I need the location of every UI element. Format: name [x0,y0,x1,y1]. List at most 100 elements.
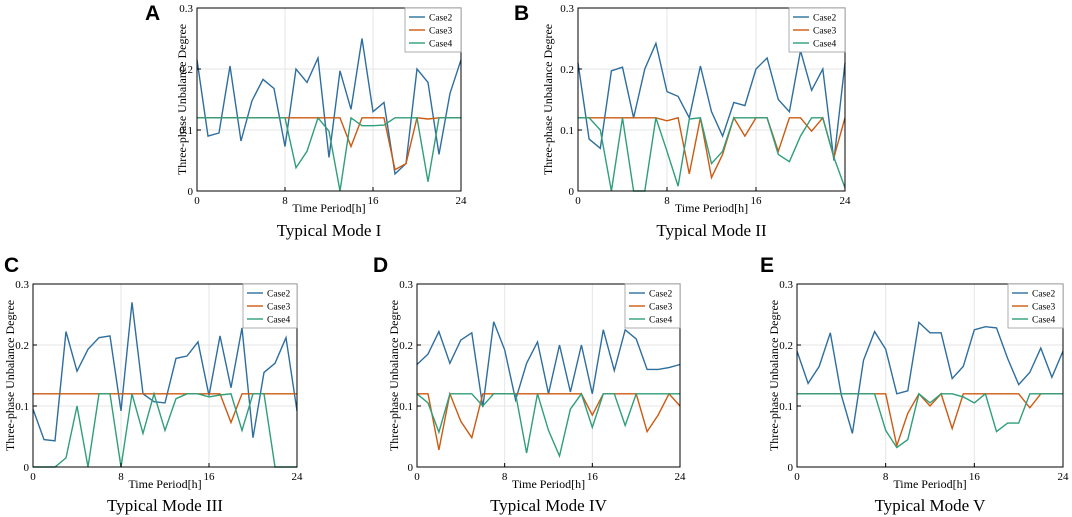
series-line-case4 [578,117,846,192]
x-axis-label: Time Period[h] [893,477,966,491]
panel-subtitle: Typical Mode IV [490,496,608,515]
x-tick-label: 16 [368,195,380,207]
series-line-case2 [32,302,298,442]
panel-letter: B [514,2,529,25]
legend: Case2 Case3 Case4 [788,7,846,53]
y-axis-label: Three-phase Unbalance Degree [541,24,555,175]
y-axis-label: Three-phase Unbalance Degree [767,300,781,451]
x-tick-label: 0 [794,471,800,483]
x-tick-label: 16 [969,471,981,483]
legend-label-case4: Case4 [1032,316,1055,326]
legend-label-case2: Case2 [813,14,836,24]
y-tick-label: 0.3 [399,279,413,291]
legend-label-case3: Case3 [267,303,290,313]
legend-label-case3: Case3 [813,27,836,37]
panel-letter: D [373,254,388,277]
y-tick-label: 0.2 [15,340,29,352]
chart-panel-c: 0 0.1 0.2 0.3 0 8 16 24 Time Period[h] Three-phas… [3,254,303,515]
y-tick-label: 0.3 [15,279,29,291]
series-line-case2 [796,320,1064,434]
x-tick-label: 0 [414,471,420,483]
legend: Case2 Case3 Case4 [1007,283,1064,329]
series-line-case2 [196,38,462,176]
legend-box [404,7,462,53]
x-tick-label: 24 [675,471,687,483]
plot-frame [796,283,1064,468]
legend-label-case3: Case3 [1032,303,1055,313]
y-axis-label: Three-phase Unbalance Degree [3,300,17,451]
legend: Case2 Case3 Case4 [404,7,462,53]
x-tick-label: 24 [840,195,852,207]
series-line-case3 [797,392,1063,449]
legend-label-case4: Case4 [429,40,452,50]
x-tick-label: 16 [204,471,216,483]
x-tick-label: 0 [30,471,36,483]
y-tick-label: 0.2 [779,340,793,352]
series-line-case3 [417,391,681,451]
y-tick-label: 0.2 [179,64,193,76]
legend-label-case2: Case2 [1032,290,1055,300]
legend: Case2 Case3 Case4 [624,283,681,329]
y-tick-label: 0.3 [779,279,793,291]
x-tick-label: 0 [575,195,581,207]
panel-letter: E [760,254,774,277]
legend-label-case4: Case4 [267,316,290,326]
y-tick-label: 0.2 [560,64,574,76]
x-tick-label: 8 [282,195,288,207]
x-tick-label: 8 [502,471,508,483]
x-tick-label: 8 [664,195,670,207]
chart-panel-b: 0 0.1 0.2 0.3 0 8 16 24 Time Period[h] Three-phas… [514,2,851,240]
chart-panel-e: 0 0.1 0.2 0.3 0 8 16 24 Time Period[h] Three-phas… [760,254,1069,515]
chart-panel-d: 0 0.1 0.2 0.3 0 8 16 24 Time Period[h] Three-phas… [373,254,686,515]
legend-label-case4: Case4 [813,40,836,50]
panel-letter: A [145,2,160,25]
plot-frame [416,283,681,468]
y-tick-label: 0 [788,462,794,474]
y-tick-label: 0.1 [15,401,29,413]
legend-label-case3: Case3 [429,27,452,37]
y-tick-label: 0 [24,462,30,474]
y-tick-label: 0 [188,186,194,198]
x-axis-label: Time Period[h] [128,477,201,491]
x-tick-label: 24 [1058,471,1070,483]
y-tick-label: 0.1 [399,401,413,413]
panel-subtitle: Typical Mode I [277,221,382,240]
panel-subtitle: Typical Mode II [656,221,767,240]
y-tick-label: 0 [569,186,575,198]
y-tick-label: 0.3 [179,3,193,15]
y-tick-label: 0.1 [179,125,193,137]
y-axis-label: Three-phase Unbalance Degree [175,24,189,175]
legend-label-case2: Case2 [429,14,452,24]
y-tick-label: 0 [408,462,414,474]
chart-panel-a: 0 0.1 0.2 0.3 0 8 16 24 Time Period[h] Three-phas… [145,2,467,240]
y-tick-label: 0.2 [399,340,413,352]
legend-label-case2: Case2 [267,290,290,300]
y-axis-label: Three-phase Unbalance Degree [387,300,401,451]
x-axis-label: Time Period[h] [512,477,585,491]
plot-frame [196,7,462,192]
plot-frame [577,7,846,192]
y-tick-label: 0.1 [560,125,574,137]
legend: Case2 Case3 Case4 [242,283,298,329]
panel-subtitle: Typical Mode III [107,496,223,515]
legend-label-case2: Case2 [649,290,672,300]
legend-label-case3: Case3 [649,303,672,313]
x-tick-label: 0 [194,195,200,207]
legend-label-case4: Case4 [649,316,672,326]
x-tick-label: 8 [883,471,889,483]
panel-subtitle: Typical Mode V [875,496,987,515]
x-tick-label: 24 [292,471,304,483]
series-line-case4 [797,392,1063,449]
series-line-case4 [33,391,297,468]
plot-frame [32,283,298,468]
x-axis-label: Time Period[h] [675,201,748,215]
series-line-case4 [416,392,680,459]
y-tick-label: 0.1 [779,401,793,413]
y-tick-label: 0.3 [560,3,574,15]
x-tick-label: 16 [751,195,763,207]
series-line-case4 [197,116,461,192]
x-tick-label: 24 [456,195,468,207]
x-axis-label: Time Period[h] [292,201,365,215]
panel-letter: C [4,254,19,277]
